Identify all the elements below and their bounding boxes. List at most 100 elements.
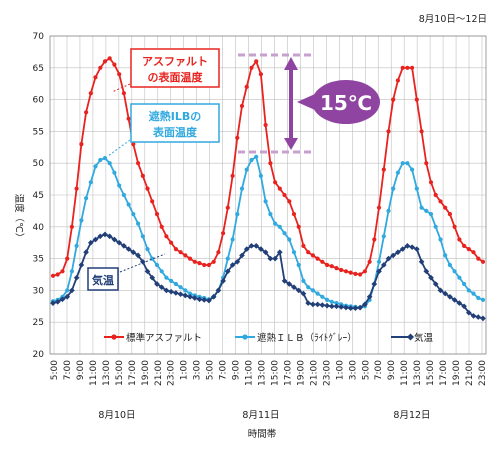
data-point [88,91,93,96]
data-point [480,315,486,322]
asphalt-callout-line2: の表面温度 [148,70,204,84]
data-point [254,154,259,159]
air-callout: 気温 [87,253,166,291]
data-point [338,304,345,310]
data-point [362,269,367,274]
x-tick-label: 5:00 [206,360,216,380]
x-tick-label: 13:00 [102,360,112,386]
date-range-label: 8月10日～12日 [419,14,487,25]
data-point [169,240,174,245]
data-point [462,243,467,248]
data-point [405,65,410,70]
svg-text:温度（℃）: 温度（℃） [13,194,25,243]
data-point [112,62,117,67]
data-point [347,305,354,312]
data-point [126,202,131,207]
data-point [329,299,334,304]
data-point [65,256,70,261]
data-point [295,287,302,294]
x-tick-label: 11:00 [89,360,99,386]
data-point [211,259,216,264]
data-point [144,268,151,275]
data-point [178,250,183,255]
difference-indicator: 15℃ [238,53,380,154]
x-tick-label: 15:00 [270,360,280,386]
data-point [314,301,321,308]
data-point [395,170,400,175]
data-point [348,270,353,275]
data-point [286,281,293,287]
data-point [230,237,235,242]
data-point [135,252,141,259]
x-tick-label: 13:00 [413,360,423,386]
data-point [235,135,240,140]
x-tick-label: 15:00 [426,360,436,386]
data-point [319,302,326,308]
data-point [126,116,131,121]
data-point [281,278,288,284]
data-point [239,186,245,191]
data-point [164,275,169,280]
x-tick-label: 5:00 [50,360,60,380]
data-point [93,75,98,80]
data-point [164,234,169,239]
legend-label-asphalt: 標準アスファルト [126,332,202,344]
data-point [112,170,117,175]
data-point [182,292,189,299]
data-point [149,274,156,281]
air-callout-text: 気温 [92,273,114,287]
data-point [145,247,150,252]
data-point [220,278,226,284]
data-point [470,313,477,319]
data-point [462,281,467,287]
data-point [443,253,448,258]
data-point [74,243,79,248]
data-point [391,97,396,102]
data-point [423,268,430,275]
data-point [145,186,150,191]
data-point [471,291,476,296]
data-point [121,243,127,249]
data-point [438,199,443,204]
data-point [221,231,226,236]
data-point [244,167,249,172]
data-point [287,237,292,242]
data-point [310,288,315,293]
data-point [262,249,269,256]
data-point [291,212,297,217]
data-point [107,56,112,61]
data-point [456,300,463,306]
x-tick-label: 15:00 [115,360,125,386]
y-tick-label: 30 [33,286,45,296]
data-point [334,301,339,306]
data-point [273,180,278,185]
legend: 標準アスファルト 遮熱ＩＬＢ（ﾗｲﾄｸﾞﾚｰ） 気温 [104,332,434,344]
data-point [428,212,434,217]
data-point [376,205,382,210]
data-point [386,129,391,134]
data-point [117,72,122,77]
data-point [366,293,373,300]
data-point [433,192,438,198]
x-tick-label: 23:00 [322,360,332,386]
x-tick-labels: 5:00 7:00 9:00 11:00 13:00 15:00 17:00 19:00 21:… [50,360,488,386]
data-point [187,256,193,261]
data-point [224,268,231,275]
data-point [476,256,481,261]
data-point [301,278,306,283]
data-point [243,246,250,252]
data-point [191,295,198,301]
x-tick-label: 3:00 [193,360,203,380]
x-tick-label: 7:00 [63,360,73,380]
data-point [466,288,471,293]
data-point [136,161,141,166]
data-point [405,161,410,166]
legend-item-air: 気温 [391,332,434,344]
data-point [424,161,429,166]
data-point [169,278,174,283]
y-tick-label: 70 [33,32,45,42]
data-point [111,236,118,243]
data-point [225,256,230,261]
data-point [98,157,103,163]
data-point [173,247,178,252]
